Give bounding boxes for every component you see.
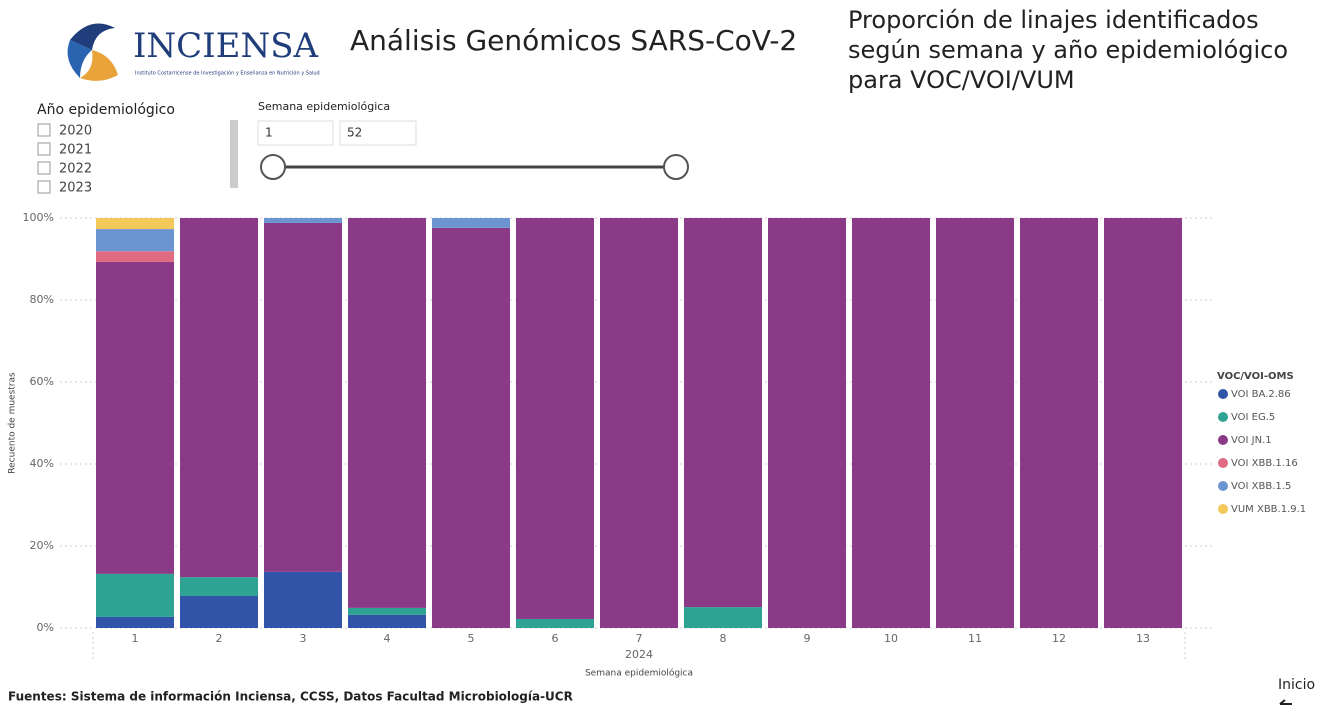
bar-segment [936,218,1014,628]
bar-segment [684,218,762,608]
legend-label: VOI BA.2.86 [1231,389,1291,400]
bar-segment [96,573,174,617]
x-tick-label: 13 [1136,632,1150,645]
checkbox[interactable] [37,180,51,194]
x-tick-label: 5 [468,632,475,645]
x-tick-label: 1 [132,632,139,645]
bar-segment [180,596,258,628]
year-option: 2022 [59,162,92,177]
checkbox[interactable] [37,161,51,175]
bar-segment [264,222,342,572]
x-tick-label: 9 [804,632,811,645]
x-tick-label: 6 [552,632,559,645]
page-title: Análisis Genómicos SARS-CoV-2 [350,24,797,57]
home-arrow [1279,699,1292,705]
checkbox[interactable] [37,123,51,137]
year-option: 2021 [59,143,92,158]
y-tick-label: 80% [30,293,54,306]
legend-swatch [1218,389,1228,399]
y-axis-label: Recuento de muestras [8,372,18,474]
bar-segment [96,616,174,628]
bar-segment [348,614,426,628]
legend-swatch [1218,481,1228,491]
bar-segment [348,218,426,608]
week-to-box[interactable] [339,120,417,146]
slider-handle[interactable] [260,154,286,180]
year-option: 2020 [59,124,92,139]
bar-segment [348,607,426,615]
chart-title: para VOC/VOI/VUM [848,66,1075,94]
chart-title: según semana y año epidemiológico [848,36,1288,64]
x-tick-label: 8 [720,632,727,645]
x-tick-label: 7 [636,632,643,645]
bar-segment [768,218,846,628]
legend-swatch [1218,504,1228,514]
x-tick-label: 12 [1052,632,1066,645]
bar-segment [1104,218,1182,628]
source: Fuentes: Sistema de información Inciensa… [8,690,573,704]
legend-swatch [1218,435,1228,445]
bar-segment [180,218,258,578]
x-axis-label: Semana epidemiológica [585,668,693,679]
bar-segment [96,229,174,252]
year-filter-label: Año epidemiológico [37,102,175,118]
bar-segment [180,577,258,597]
bar-segment [96,261,174,574]
x-tick-label: 4 [384,632,391,645]
week-filter-label: Semana epidemiológica [258,100,390,113]
legend-title: VOC/VOI-OMS [1217,371,1294,382]
legend-swatch [1218,458,1228,468]
y-tick-label: 20% [30,539,54,552]
x-tick-label: 11 [968,632,982,645]
x-tick-label: 10 [884,632,898,645]
legend-label: VOI EG.5 [1231,412,1275,423]
legend-label: VOI JN.1 [1231,435,1272,446]
legend-label: VUM XBB.1.9.1 [1231,504,1306,515]
bar-segment [264,571,342,628]
bar-segment [264,218,342,223]
y-tick-label: 60% [30,375,54,388]
x-tick-label: 3 [300,632,307,645]
bar-segment [684,607,762,628]
bar-segment [96,218,174,230]
bar-segment [96,251,174,262]
bar-segment [852,218,930,628]
y-tick-label: 100% [23,211,54,224]
bar-segment [432,218,510,228]
x-tick-label: 2 [216,632,223,645]
y-tick-label: 0% [37,621,54,634]
logo [67,23,118,81]
week-from: 1 [265,126,273,140]
bar-segment [1020,218,1098,628]
bar-segment [432,227,510,628]
y-tick-label: 40% [30,457,54,470]
bar-segment [516,218,594,619]
x-group-label: 2024 [625,648,653,661]
legend-label: VOI XBB.1.5 [1231,481,1291,492]
slider-handle[interactable] [663,154,689,180]
chart-title: Proporción de linajes identificados [848,6,1259,34]
checkbox[interactable] [37,142,51,156]
logo-name: INCIENSA [133,26,318,66]
scrollbar[interactable] [230,120,238,188]
bar-segment [600,218,678,628]
week-from-box[interactable] [257,120,334,146]
legend-swatch [1218,412,1228,422]
bar-segment [516,618,594,628]
logo-subtitle: Instituto Costarricense de Investigación… [135,70,320,77]
year-option: 2023 [59,181,92,196]
legend-label: VOI XBB.1.16 [1231,458,1298,469]
week-to: 52 [347,126,362,140]
home-button[interactable]: Inicio [1278,677,1315,693]
